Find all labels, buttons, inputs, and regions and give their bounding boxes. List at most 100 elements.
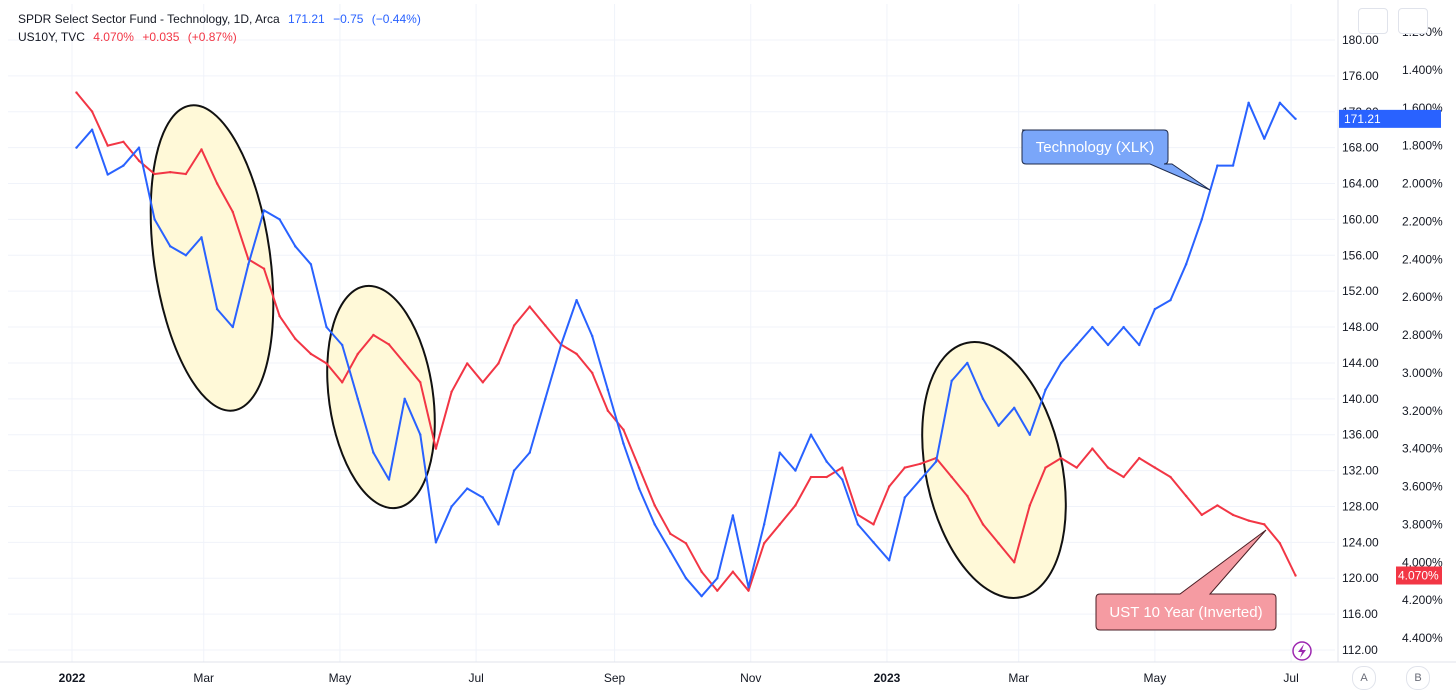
xlk-series-line-point [387,478,391,481]
xlk-series-line-point [465,487,469,490]
scale-button-right[interactable] [1398,8,1428,34]
us10y-series-line-point [294,337,297,340]
yield-tick-label: 2.400% [1402,252,1443,266]
us10y-series-line-point [872,523,875,526]
us10y-series-line-point [1028,504,1032,507]
us10y-series-line-point [794,504,797,507]
xlk-series-line-point [153,218,156,221]
us10y-series-line-point [122,140,125,144]
us10y-callout-label: UST 10 Year (Inverted) [1109,604,1262,621]
x-tick-label: 2023 [874,671,901,685]
highlight-ellipse-2 [326,284,436,510]
us10y-legend: US10Y, TVC 4.070% +0.035 (+0.87%) [18,30,242,44]
xlk-series-line-point [309,263,313,266]
x-tick-label: May [1144,671,1167,685]
xlk-series-line-point [794,469,797,472]
yield-tick-label: 3.200% [1402,404,1443,418]
us10y-series-line-point [465,362,469,365]
us10y-series-line-point [340,381,344,384]
b-scale-button[interactable]: B [1406,666,1430,690]
xlk-series-line-point [278,218,281,221]
xlk-series-line-point [231,325,234,329]
us10y-series-line-point [450,390,453,394]
xlk-series-line-point [1138,343,1141,347]
highlight-ellipse-1 [149,104,275,412]
us10y-series-line-point [1263,523,1266,526]
yield-tick-label: 1.800% [1402,139,1443,153]
us10y-series-line-point [622,428,625,431]
xlk-series-line-point [1231,164,1235,167]
yield-tick-label: 3.800% [1402,517,1443,531]
us10y-series-line-point [169,170,172,174]
us10y-series-line-point [653,504,656,507]
us10y-series-line-point [1231,513,1235,517]
xlk-series-line-point [1169,298,1172,302]
us10y-legend-pct: (+0.87%) [187,30,237,44]
yield-tick-label: 1.400% [1402,63,1443,77]
us10y-series-line-point [278,314,281,318]
xlk-last-badge [1339,109,1441,128]
us10y-series-line-point [778,523,781,526]
xlk-series-line-point [340,343,344,347]
us10y-series-line-point [1247,519,1250,522]
xlk-series-line-point [997,424,1000,427]
us10y-series-line-point [591,371,594,375]
xlk-series-line-point [356,397,359,401]
xlk-series-line-point [512,469,516,472]
us10y-legend-name: US10Y, TVC [18,30,85,44]
xlk-series-line-point [919,478,922,481]
xlk-series-line-point [1294,117,1297,121]
yield-tick-label: 2.200% [1402,214,1443,228]
xlk-series-line-point [684,577,688,580]
scale-button-left[interactable] [1358,8,1388,34]
us10y-series-line-point [481,381,485,384]
us10y-series-line-point [747,589,750,592]
us10y-series-line-point [309,352,313,356]
yield-tick-label: 4.200% [1402,593,1443,607]
xlk-series-line-point [137,146,141,149]
us10y-series-line-point [231,210,234,214]
x-tick-label: Jul [1283,671,1298,685]
x-tick-label: 2022 [59,671,86,685]
xlk-series-line-point [184,254,188,257]
yield-tick-label: 3.400% [1402,442,1443,456]
price-tick-label: 152.00 [1342,284,1379,298]
us10y-callout [1095,529,1277,631]
xlk-series-line-point [90,128,94,131]
xlk-series-line-point [809,433,813,436]
xlk-series-line-point [1184,263,1188,266]
us10y-series-line-point [1153,466,1157,469]
xlk-series-line-point [294,245,297,248]
xlk-series-line-point [1091,325,1094,329]
xlk-series-line-point [450,505,453,508]
us10y-series-line-point [1216,504,1219,507]
us10y-series-line-point [1122,475,1125,479]
xlk-series-line-point [1247,101,1250,104]
xlk-series-line-point [1059,361,1063,365]
xlk-series-line-point [1200,218,1203,221]
auto-scale-button[interactable]: A [1352,666,1376,690]
us10y-last-badge-text: 4.070% [1398,569,1439,583]
xlk-callout-label: Technology (XLK) [1036,139,1154,156]
xlk-series-line-point [1153,307,1157,311]
us10y-series-line-point [1013,561,1016,564]
xlk-series-line-point [434,541,438,544]
lightning-icon [1292,641,1312,661]
us10y-series-line-point [575,352,578,356]
xlk-series-line-point [1216,164,1219,167]
xlk-series-line-point [716,577,719,580]
xlk-callout [1021,129,1211,191]
us10y-series-line-point [856,513,860,517]
price-tick-label: 128.00 [1342,499,1379,513]
us10y-series-line-point [137,159,141,162]
xlk-series-line-point [75,146,78,149]
xlk-series-line-point [841,478,844,481]
us10y-series-line-point [497,362,500,365]
us10y-series-line-point [981,523,985,526]
us10y-series-line-point [841,466,844,469]
yield-tick-label: 2.600% [1402,290,1443,304]
us10y-series-line-point [1169,475,1172,479]
highlight-ellipse-3 [921,341,1067,599]
us10y-series-line-point [887,485,891,488]
